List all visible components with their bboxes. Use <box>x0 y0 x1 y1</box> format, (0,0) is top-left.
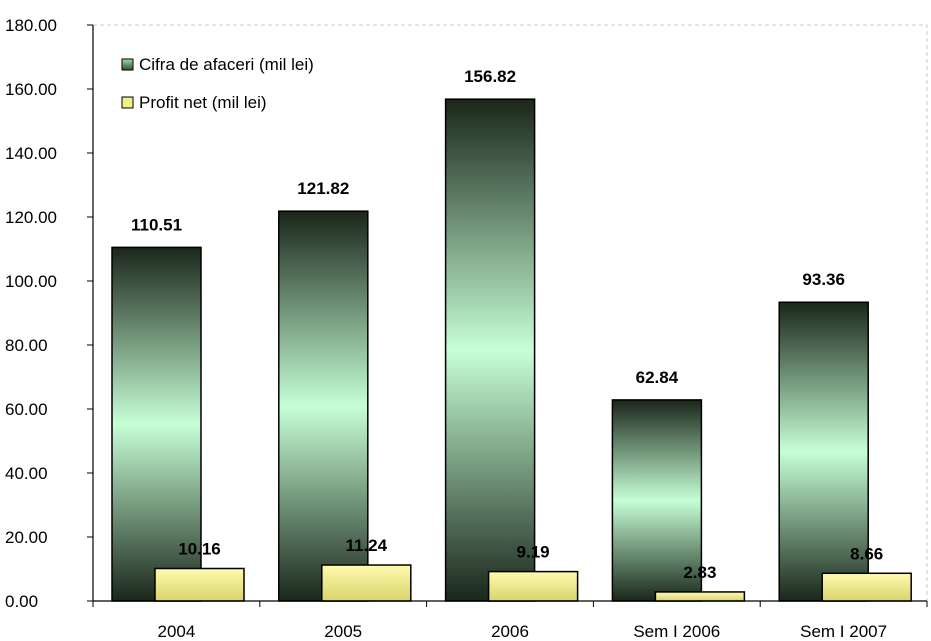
y-axis: 0.00 20.00 40.00 60.00 80.00 100.00 120.00 140.… <box>5 16 93 611</box>
y-tick-label: 20.00 <box>5 528 48 547</box>
bar-profit-4 <box>821 572 912 602</box>
y-tick-label: 100.00 <box>5 272 57 291</box>
y-tick-label: 140.00 <box>5 144 57 163</box>
data-label-profit-4: 8.66 <box>850 544 883 563</box>
y-tick-label: 160.00 <box>5 80 57 99</box>
y-tick-label: 60.00 <box>5 400 48 419</box>
bar-cifra-2 <box>444 98 536 602</box>
x-tick-label: 2005 <box>324 622 362 641</box>
bar-cifra-0 <box>111 246 202 602</box>
legend-swatch-profit <box>121 96 134 109</box>
bars-group: 110.51 10.16 121.82 11.24 156.82 9.19 62.84 2.8… <box>111 67 912 602</box>
y-tick-label: 180.00 <box>5 16 57 35</box>
data-label-cifra-0: 110.51 <box>131 215 182 234</box>
data-label-profit-3: 2.83 <box>683 563 716 582</box>
bar-profit-2 <box>487 570 579 602</box>
x-tick-label: 2004 <box>157 622 195 641</box>
bar-profit-1 <box>321 564 412 602</box>
x-axis: 2004 2005 2006 Sem I 2006 Sem I 2007 <box>92 601 928 641</box>
data-label-cifra-1: 121.82 <box>297 179 349 198</box>
legend: Cifra de afaceri (mil lei) Profit net (m… <box>121 55 314 112</box>
data-label-cifra-2: 156.82 <box>464 67 516 86</box>
data-label-profit-1: 11.24 <box>345 536 387 555</box>
bar-profit-0 <box>154 567 245 602</box>
y-tick-label: 0.00 <box>5 592 38 611</box>
data-label-profit-0: 10.16 <box>178 539 221 558</box>
data-label-cifra-3: 62.84 <box>636 368 679 387</box>
bar-cifra-4 <box>778 301 869 602</box>
bar-profit-3 <box>654 591 746 602</box>
bar-cifra-3 <box>611 399 703 602</box>
x-tick-label: Sem I 2007 <box>800 622 887 641</box>
y-tick-label: 40.00 <box>5 464 48 483</box>
y-tick-label: 80.00 <box>5 336 48 355</box>
bar-cifra-1 <box>278 210 369 602</box>
legend-label-profit: Profit net (mil lei) <box>139 93 267 112</box>
data-label-cifra-4: 93.36 <box>802 270 845 289</box>
legend-swatch-cifra <box>121 58 134 71</box>
legend-label-cifra: Cifra de afaceri (mil lei) <box>139 55 314 74</box>
axis-lines <box>92 25 927 602</box>
data-label-profit-2: 9.19 <box>517 543 550 562</box>
x-tick-label: Sem I 2006 <box>633 622 720 641</box>
x-tick-label: 2006 <box>491 622 529 641</box>
y-tick-label: 120.00 <box>5 208 57 227</box>
